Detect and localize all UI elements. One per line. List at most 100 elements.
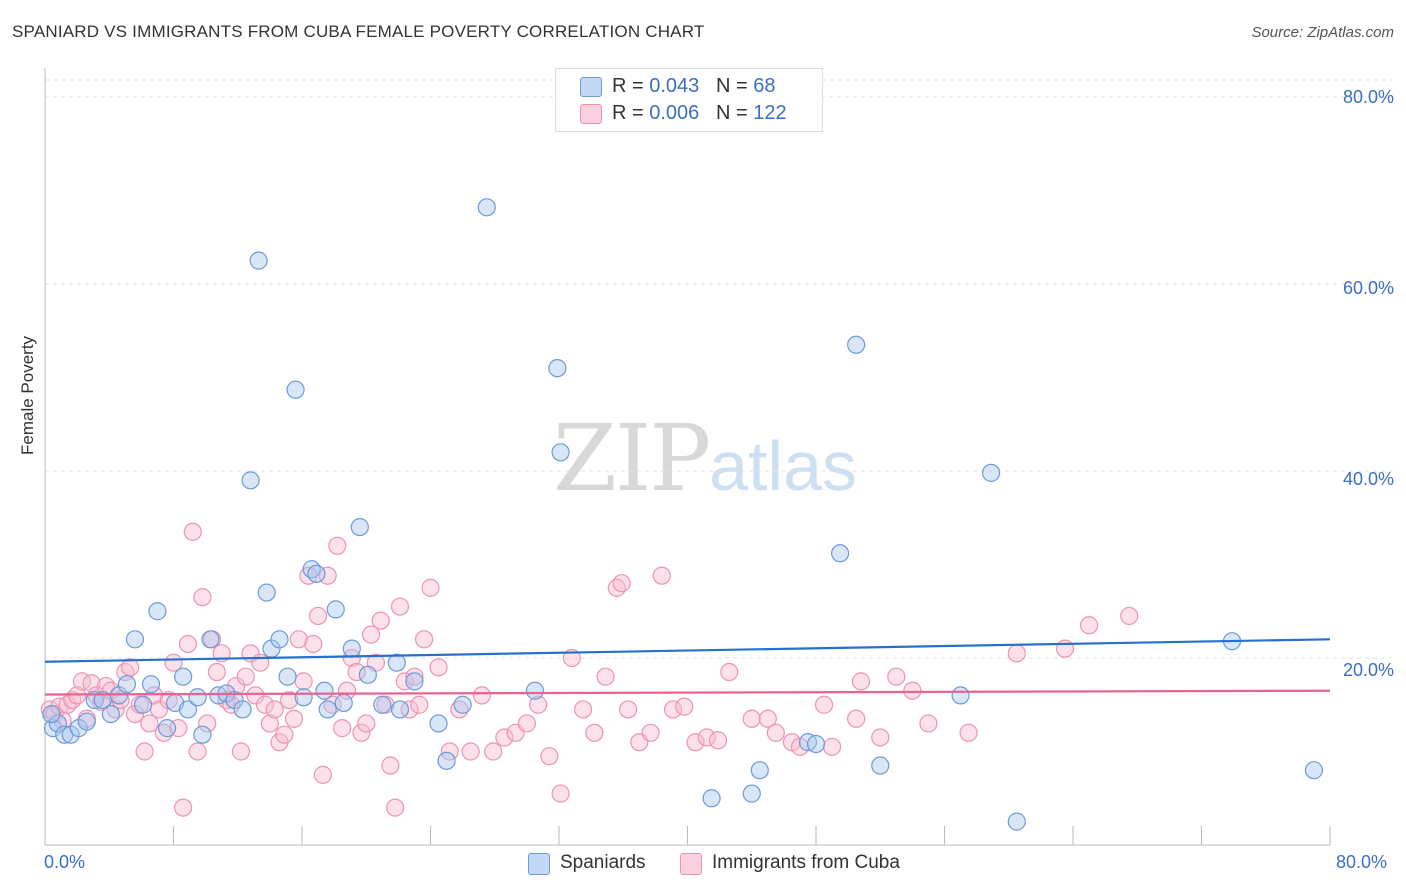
spaniard-point bbox=[133, 695, 153, 714]
cuba-point bbox=[919, 714, 938, 733]
cuba-point bbox=[461, 742, 480, 761]
spaniard-point bbox=[551, 443, 570, 462]
cuba-point bbox=[1079, 616, 1099, 635]
grid-layer bbox=[45, 79, 1392, 659]
cuba-point bbox=[708, 731, 728, 750]
spaniard-point bbox=[742, 784, 761, 803]
cuba-point bbox=[371, 611, 390, 630]
cuba-point bbox=[289, 630, 308, 649]
cuba-point bbox=[207, 662, 226, 682]
cuba-point bbox=[766, 723, 785, 742]
spaniard-point bbox=[315, 681, 334, 700]
spaniard-point bbox=[101, 704, 120, 724]
legend-r-label: R = bbox=[612, 75, 650, 97]
cuba-point bbox=[135, 742, 154, 761]
cuba-point bbox=[347, 662, 366, 682]
spaniard-point bbox=[373, 695, 392, 714]
spaniard-point bbox=[148, 602, 167, 621]
spaniard-point bbox=[951, 686, 970, 705]
spaniards-legend-label: Spaniards bbox=[560, 852, 646, 873]
cuba-point bbox=[255, 695, 275, 714]
cuba-point bbox=[612, 574, 631, 593]
spaniard-point bbox=[437, 751, 456, 770]
cuba-point bbox=[414, 630, 434, 649]
correlation-legend: R = 0.043 N = 68 R = 0.006 N = 122 bbox=[555, 68, 823, 132]
cuba-point bbox=[1007, 644, 1026, 663]
cuba-point bbox=[294, 672, 313, 691]
spaniard-point bbox=[178, 700, 198, 719]
cuba-point bbox=[484, 742, 503, 761]
y-tick-label-80: 80.0% bbox=[1342, 87, 1394, 107]
spaniard-point bbox=[249, 251, 268, 270]
spaniard-point bbox=[1304, 761, 1324, 780]
spaniard-point bbox=[257, 583, 276, 602]
spaniard-point bbox=[77, 712, 96, 731]
cuba-point bbox=[275, 725, 294, 744]
cuba-point bbox=[675, 697, 694, 716]
cuba-point bbox=[328, 536, 347, 555]
cuba-point bbox=[472, 686, 491, 705]
cuba-point bbox=[758, 709, 777, 728]
spaniard-point bbox=[278, 667, 297, 686]
spaniard-point bbox=[342, 639, 361, 658]
spaniard-point bbox=[350, 517, 369, 537]
cuba-point bbox=[395, 672, 414, 691]
spaniard-point bbox=[141, 675, 161, 694]
y-axis-label: Female Poverty bbox=[18, 335, 37, 455]
cuba-point bbox=[308, 606, 328, 626]
spaniard-point bbox=[871, 756, 890, 775]
cuba-point bbox=[1120, 606, 1139, 626]
spaniard-point bbox=[702, 789, 721, 808]
cuba-point bbox=[304, 634, 323, 654]
cuba-point bbox=[174, 798, 193, 817]
spaniards-swatch bbox=[580, 77, 602, 97]
y-tick-label-60: 60.0% bbox=[1342, 278, 1394, 298]
watermark-atlas: atlas bbox=[709, 427, 858, 505]
spaniard-point bbox=[390, 700, 410, 719]
cuba-legend-label: Immigrants from Cuba bbox=[712, 852, 900, 873]
spaniard-point bbox=[358, 665, 377, 684]
source-credit: Source: ZipAtlas.com bbox=[1251, 24, 1394, 41]
cuba-point bbox=[742, 709, 761, 728]
spaniards-legend-swatch bbox=[528, 853, 550, 875]
spaniard-point bbox=[453, 695, 472, 714]
cuba-point bbox=[596, 667, 615, 686]
cuba-point bbox=[429, 658, 448, 677]
legend-n-label: N = bbox=[715, 75, 754, 97]
axis-layer bbox=[44, 68, 1331, 846]
cuba-point bbox=[540, 747, 559, 766]
cuba-point bbox=[495, 728, 514, 747]
cuba-point bbox=[663, 700, 683, 719]
cuba-point bbox=[641, 723, 660, 742]
spaniard-point bbox=[157, 719, 177, 738]
cuba-point bbox=[246, 686, 265, 705]
spaniard-point bbox=[233, 700, 252, 719]
legend-r-value: 0.043 bbox=[649, 75, 700, 97]
cuba-point bbox=[251, 653, 270, 672]
cuba-point bbox=[183, 522, 202, 541]
cuba-point bbox=[400, 700, 419, 719]
cuba-point bbox=[887, 667, 906, 686]
spaniard-point bbox=[981, 463, 1001, 482]
cuba-point bbox=[381, 756, 400, 775]
cuba-point bbox=[405, 667, 424, 686]
cuba-point bbox=[140, 714, 159, 733]
cuba-point bbox=[193, 588, 212, 607]
y-tick-label-20: 20.0% bbox=[1342, 660, 1394, 680]
legend-n-value: 122 bbox=[753, 102, 787, 124]
cuba-point bbox=[231, 742, 251, 761]
legend-n-label: N = bbox=[715, 102, 754, 124]
cuba-point bbox=[851, 672, 871, 691]
cuba-point bbox=[822, 737, 842, 756]
cuba-trend-line bbox=[44, 689, 1331, 696]
spaniard-point bbox=[429, 714, 448, 733]
cuba-point bbox=[959, 723, 978, 742]
cuba-point bbox=[871, 728, 890, 747]
watermark-zip: ZIP bbox=[553, 405, 711, 512]
cuba-point bbox=[517, 714, 536, 733]
spaniard-point bbox=[174, 667, 193, 686]
cuba-point bbox=[265, 700, 284, 719]
spaniard-point bbox=[318, 700, 337, 719]
cuba-point bbox=[260, 714, 279, 733]
spaniard-point bbox=[830, 544, 850, 563]
